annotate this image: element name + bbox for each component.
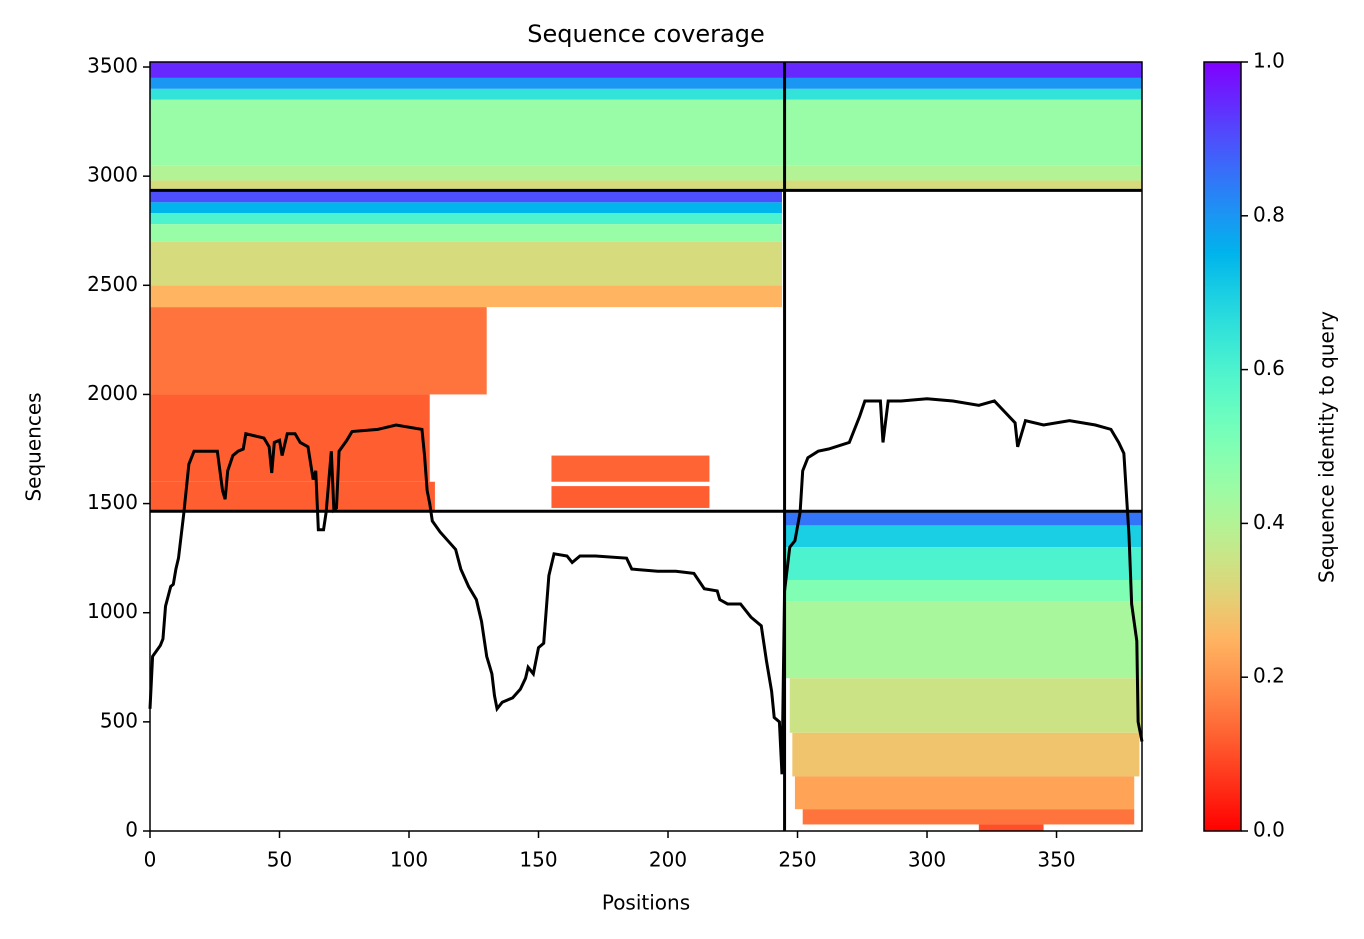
coverage-block	[150, 481, 435, 512]
coverage-block	[551, 455, 710, 482]
coverage-block	[784, 525, 1142, 548]
y-tick-label: 1000	[87, 599, 138, 623]
coverage-block	[150, 307, 487, 395]
coverage-block	[784, 547, 1142, 580]
coverage-block	[150, 190, 782, 203]
y-tick-label: 3000	[87, 163, 138, 187]
coverage-block	[150, 241, 782, 286]
coverage-block	[150, 285, 782, 308]
y-tick-label: 2500	[87, 272, 138, 296]
coverage-block	[150, 202, 782, 214]
y-tick-label: 3500	[87, 54, 138, 78]
x-tick-label: 300	[908, 848, 946, 872]
plot-frame	[149, 61, 1143, 832]
coverage-block	[150, 224, 782, 242]
coverage-block	[150, 77, 785, 89]
colorbar-tick-label: 0.2	[1253, 664, 1285, 688]
y-tick-label: 500	[100, 708, 138, 732]
x-tick-label: 200	[649, 848, 687, 872]
x-tick-label: 0	[144, 848, 157, 872]
coverage-block	[150, 88, 785, 100]
colorbar	[1203, 61, 1242, 832]
coverage-block	[150, 180, 785, 191]
coverage-block	[784, 77, 1142, 89]
coverage-block	[784, 180, 1142, 191]
y-axis-label: Sequences	[22, 392, 46, 501]
coverage-block	[150, 394, 430, 482]
coverage-block	[784, 88, 1142, 100]
coverage-block	[792, 732, 1140, 777]
coverage-block	[150, 165, 785, 181]
colorbar-tick-label: 0.8	[1253, 202, 1285, 226]
colorbar-tick-label: 1.0	[1253, 49, 1285, 73]
coverage-block	[784, 99, 1142, 166]
coverage-block	[784, 511, 1142, 526]
x-tick-label: 350	[1037, 848, 1075, 872]
coverage-block	[784, 165, 1142, 181]
coverage-block	[150, 213, 782, 225]
coverage-block	[551, 486, 710, 508]
x-tick-label: 250	[778, 848, 816, 872]
x-tick-label: 100	[390, 848, 428, 872]
y-tick-label: 1500	[87, 490, 138, 514]
colorbar-tick-label: 0.0	[1253, 818, 1285, 842]
colorbar-label: Sequence identity to query	[1315, 311, 1339, 583]
x-tick-label: 50	[267, 848, 292, 872]
coverage-block	[794, 776, 1135, 810]
x-axis-label: Positions	[602, 891, 690, 915]
colorbar-tick-label: 0.4	[1253, 510, 1285, 534]
coverage-block	[978, 824, 1044, 831]
coverage-block	[784, 62, 1142, 78]
x-tick-label: 150	[519, 848, 557, 872]
coverage-block	[784, 601, 1142, 679]
coverage-block	[150, 99, 785, 166]
coverage-block	[784, 579, 1142, 602]
coverage-block	[789, 678, 1142, 733]
y-tick-label: 0	[125, 818, 138, 842]
coverage-block	[150, 62, 785, 78]
coverage-block	[802, 809, 1135, 825]
coverage-line	[148, 397, 1144, 775]
chart-title: Sequence coverage	[527, 20, 764, 48]
colorbar-tick-label: 0.6	[1253, 356, 1285, 380]
y-tick-label: 2000	[87, 381, 138, 405]
